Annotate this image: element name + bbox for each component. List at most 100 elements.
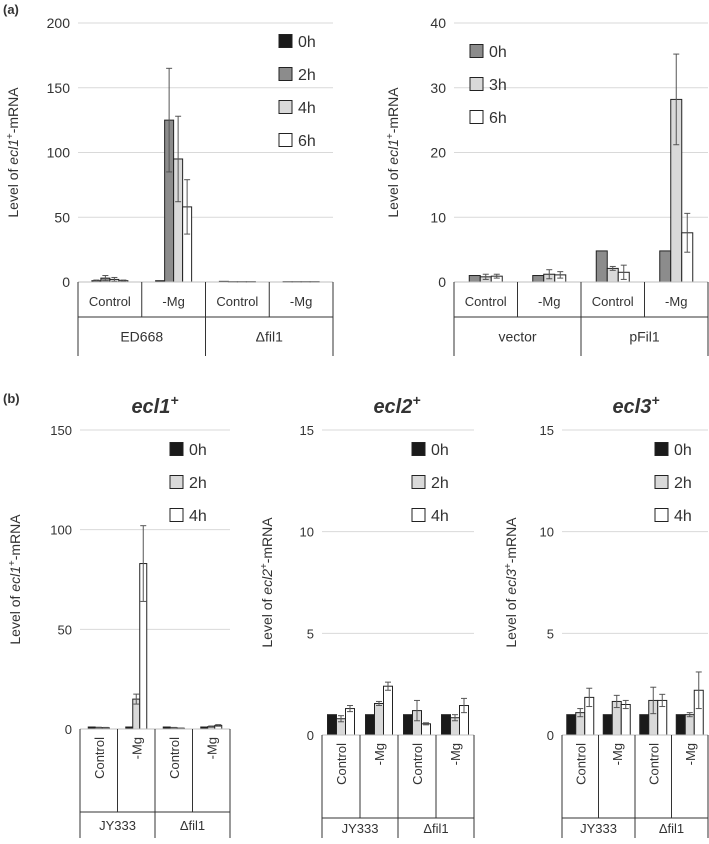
bar-0h <box>532 275 545 283</box>
label-part: -mRNA <box>259 517 275 564</box>
label-part: + <box>412 392 420 408</box>
category-label: Control <box>334 743 349 785</box>
y-axis-label: Level of ecl1+-mRNA <box>7 514 24 645</box>
label-part: + <box>170 392 178 408</box>
legend-label: 4h <box>674 508 692 525</box>
bar-0h <box>403 714 413 736</box>
label-part: ecl1 <box>5 139 21 165</box>
bar-4h <box>383 685 393 736</box>
legend-swatch-2h <box>278 67 293 81</box>
category-label: -Mg <box>290 294 312 309</box>
bar-0h <box>327 714 337 736</box>
error-bar <box>622 699 629 710</box>
label-part: + <box>385 133 396 139</box>
error-bar <box>684 212 691 253</box>
error-bar <box>133 693 140 705</box>
error-bar <box>376 700 382 707</box>
bar-2h <box>374 702 384 736</box>
legend-label: 2h <box>431 475 449 492</box>
group-label: Δfil1 <box>423 821 448 836</box>
error-bar <box>170 726 177 729</box>
bar-0h <box>595 250 608 283</box>
legend-swatch-6h <box>469 110 484 124</box>
y-tick-label: 10 <box>300 525 314 540</box>
error-bar <box>111 276 118 282</box>
y-axis-label: Level of ecl2+-mRNA <box>259 517 276 648</box>
category-label: -Mg <box>204 737 219 759</box>
y-tick-label: 100 <box>47 145 71 161</box>
bar-0h <box>659 250 672 283</box>
error-bar <box>557 271 564 279</box>
category-label: Control <box>167 737 182 779</box>
label-part: + <box>503 563 514 569</box>
legend-label: 4h <box>189 508 207 525</box>
y-tick-label: 10 <box>540 525 554 540</box>
error-bar <box>184 179 191 235</box>
category-label: Control <box>465 294 507 309</box>
y-tick-label: 100 <box>50 523 72 538</box>
y-tick-label: 0 <box>307 728 314 743</box>
bar-4h <box>620 704 631 736</box>
y-tick-label: 150 <box>47 80 71 96</box>
legend-swatch-6h <box>278 133 293 147</box>
legend-label: 6h <box>298 133 316 150</box>
error-bar <box>414 699 420 722</box>
chart-a2: 0 10 20 30 40 Level of ecl1+-mRNA Control -Mg Co… <box>385 15 709 356</box>
error-bar <box>208 725 215 728</box>
legend: 0h 2h 4h <box>654 442 692 525</box>
error-bar <box>423 722 429 726</box>
error-bar <box>102 726 109 729</box>
error-bar <box>650 686 657 715</box>
y-tick-label: 0 <box>438 274 446 290</box>
y-tick-label: 30 <box>430 80 446 96</box>
category-label: -Mg <box>610 743 625 765</box>
error-bar <box>338 715 344 723</box>
error-bar <box>140 525 147 602</box>
y-axis-label: Level of ecl1+-mRNA <box>385 87 402 218</box>
y-tick-label: 150 <box>50 423 72 438</box>
group-label: ED668 <box>120 329 163 345</box>
category-label: -Mg <box>129 737 144 759</box>
bar-4h <box>345 708 355 736</box>
panel-a-label: (a) <box>3 2 19 17</box>
error-bar <box>613 694 620 709</box>
chart-title: ecl1+ <box>131 392 178 418</box>
legend-swatch-4h <box>654 508 669 522</box>
bar-4h <box>421 723 431 736</box>
legend-label: 3h <box>489 77 507 94</box>
group-label: JY333 <box>99 818 136 833</box>
y-tick-label: 15 <box>300 423 314 438</box>
category-label: -Mg <box>665 294 687 309</box>
legend-swatch-4h <box>411 508 426 522</box>
y-axis-label: Level of ecl3+-mRNA <box>503 517 520 648</box>
category-label: -Mg <box>538 294 560 309</box>
bar-0h <box>675 714 686 736</box>
error-bar <box>347 705 353 713</box>
y-axis-label: Level of ecl1+-mRNA <box>5 87 22 218</box>
error-bar <box>93 279 100 282</box>
category-label: -Mg <box>683 743 698 765</box>
legend-swatch-2h <box>654 475 669 489</box>
group-label: Δfil1 <box>659 821 684 836</box>
error-bar <box>577 708 584 718</box>
bar-0h <box>468 275 481 283</box>
y-tick-label: 0 <box>62 274 70 290</box>
error-bar <box>175 115 182 203</box>
category-label: Control <box>89 294 131 309</box>
legend-label: 2h <box>674 475 692 492</box>
label-part: ecl3 <box>503 569 519 595</box>
legend-swatch-3h <box>469 77 484 91</box>
error-bar <box>461 697 467 714</box>
error-bar <box>659 693 666 708</box>
category-label: Control <box>92 737 107 779</box>
label-part: -mRNA <box>385 87 401 134</box>
panel-b-label: (b) <box>3 391 20 406</box>
legend-swatch-4h <box>278 100 293 114</box>
legend-label: 0h <box>431 442 449 459</box>
legend-swatch-2h <box>169 475 184 489</box>
label-part: Level of <box>7 592 23 645</box>
error-bar <box>95 726 102 729</box>
